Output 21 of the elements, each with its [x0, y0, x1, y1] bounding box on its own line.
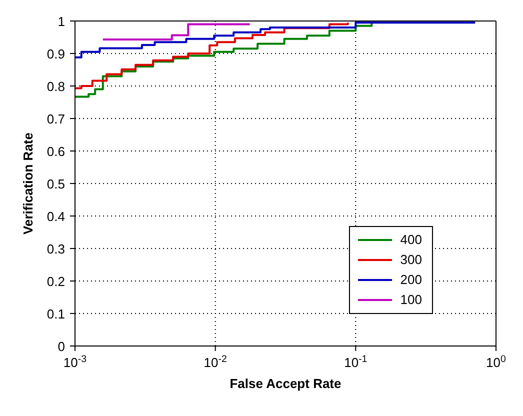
y-tick-label: 0.4 [46, 209, 65, 224]
y-tick-label: 0.1 [46, 306, 65, 322]
x-tick-label: 10$^{-3}$ [63, 354, 87, 370]
y-tick-label: 0.7 [46, 112, 65, 126]
x-axis-title: False Accept Rate [230, 376, 342, 391]
legend-label: 200 [400, 271, 422, 289]
y-tick-label: 0.9 [46, 46, 65, 62]
legend-label: 400 [400, 231, 422, 249]
y-axis-title: Verification Rate [20, 132, 36, 234]
y-tick-label: 1 [58, 14, 65, 29]
y-tick-label: 0.2 [46, 274, 65, 289]
legend-label: 300 [400, 251, 422, 269]
y-tick-label: 0.5 [46, 176, 65, 192]
y-tick-label: 0.3 [46, 242, 65, 256]
y-tick-label: 0 [58, 339, 65, 354]
x-tick-label: 10$^{0}$ [486, 354, 507, 370]
y-tick-label: 0.6 [46, 144, 65, 159]
legend-label: 100 [400, 291, 422, 309]
y-tick-label: 0.8 [46, 79, 65, 94]
x-tick-label: 10$^{-1}$ [344, 354, 368, 370]
x-tick-label: 10$^{-2}$ [204, 354, 227, 370]
